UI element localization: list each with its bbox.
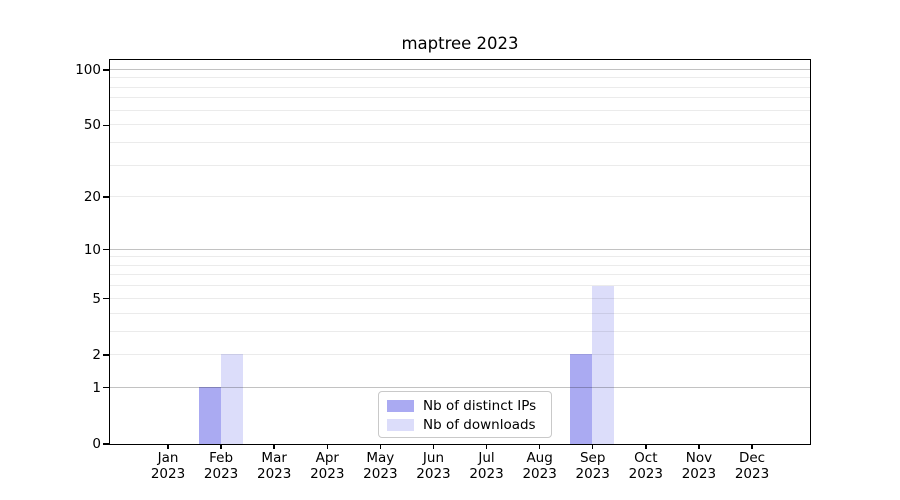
gridline-major (109, 386, 810, 388)
gridline-minor (109, 264, 810, 266)
x-tick-label: Jun 2023 (416, 450, 451, 482)
y-tick-label: 1 (92, 379, 101, 396)
gridline-minor (109, 77, 810, 79)
x-tick-label: Sep 2023 (575, 450, 610, 482)
y-tick-label: 0 (92, 436, 101, 452)
x-tick-mark (326, 444, 328, 449)
plot-area (108, 58, 811, 445)
legend-label-downloads: Nb of downloads (423, 417, 536, 433)
gridline-minor (109, 312, 810, 314)
gridline-major (109, 68, 810, 70)
gridline-minor (109, 297, 810, 299)
gridline-minor (109, 353, 810, 355)
gridline-minor (109, 330, 810, 332)
x-tick-label: Feb 2023 (203, 450, 239, 482)
y-tick-mark (103, 124, 109, 126)
y-tick-label: 100 (75, 61, 101, 78)
y-tick-label: 2 (92, 346, 101, 363)
legend-swatch-downloads (387, 419, 414, 431)
x-tick-label: Nov 2023 (681, 450, 717, 482)
y-tick-label: 50 (83, 117, 101, 134)
x-tick-mark (220, 444, 222, 449)
x-tick-label: Aug 2023 (522, 450, 557, 482)
x-tick-mark (751, 444, 753, 449)
gridline-minor (109, 274, 810, 276)
x-tick-label: Dec 2023 (734, 450, 770, 482)
gridline-minor (109, 256, 810, 258)
gridline-minor (109, 196, 810, 198)
legend-item-distinct-ips: Nb of distinct IPs (387, 399, 542, 413)
x-tick-label: May 2023 (363, 450, 398, 482)
x-tick-mark (645, 444, 647, 449)
gridline-minor (109, 124, 810, 126)
legend-label-distinct-ips: Nb of distinct IPs (423, 398, 537, 414)
x-tick-label: Mar 2023 (256, 450, 292, 482)
y-tick-mark (103, 248, 109, 251)
y-tick-label: 5 (92, 290, 101, 307)
chart-title: maptree 2023 (401, 34, 519, 53)
legend-swatch-distinct-ips (387, 400, 414, 412)
bar-feb-nb-of-distinct-ips (198, 387, 221, 444)
grid-layer (109, 60, 810, 444)
x-tick-mark (167, 444, 169, 449)
gridline-minor (109, 141, 810, 143)
x-tick-mark (538, 444, 541, 449)
gridline-minor (109, 164, 810, 166)
y-tick-mark (103, 196, 109, 198)
y-tick-mark (103, 354, 109, 356)
x-tick-mark (432, 444, 435, 449)
y-tick-label: 20 (83, 189, 101, 206)
y-tick-mark (103, 387, 109, 389)
x-tick-label: Jan 2023 (150, 450, 186, 482)
bar-feb-nb-of-downloads (220, 354, 243, 444)
y-tick-mark (103, 443, 109, 445)
bar-sep-nb-of-downloads (592, 285, 615, 444)
bar-layer (110, 60, 810, 444)
gridline-minor (109, 86, 810, 88)
y-tick-mark (103, 298, 109, 300)
bar-sep-nb-of-distinct-ips (570, 354, 593, 444)
x-tick-mark (273, 444, 275, 449)
gridline-minor (109, 285, 810, 287)
x-tick-mark (379, 444, 382, 449)
x-tick-label: Apr 2023 (310, 450, 345, 482)
x-tick-label: Oct 2023 (628, 450, 663, 482)
gridline-minor (109, 109, 810, 111)
y-tick-mark (103, 69, 109, 71)
gridline-major (109, 248, 810, 250)
x-tick-mark (592, 444, 594, 449)
x-tick-label: Jul 2023 (469, 450, 504, 482)
legend: Nb of distinct IPs Nb of downloads (378, 391, 552, 438)
legend-item-downloads: Nb of downloads (387, 418, 542, 432)
x-tick-mark (485, 444, 488, 449)
y-tick-label: 10 (83, 241, 101, 258)
gridline-minor (109, 97, 810, 99)
x-tick-mark (698, 444, 700, 449)
